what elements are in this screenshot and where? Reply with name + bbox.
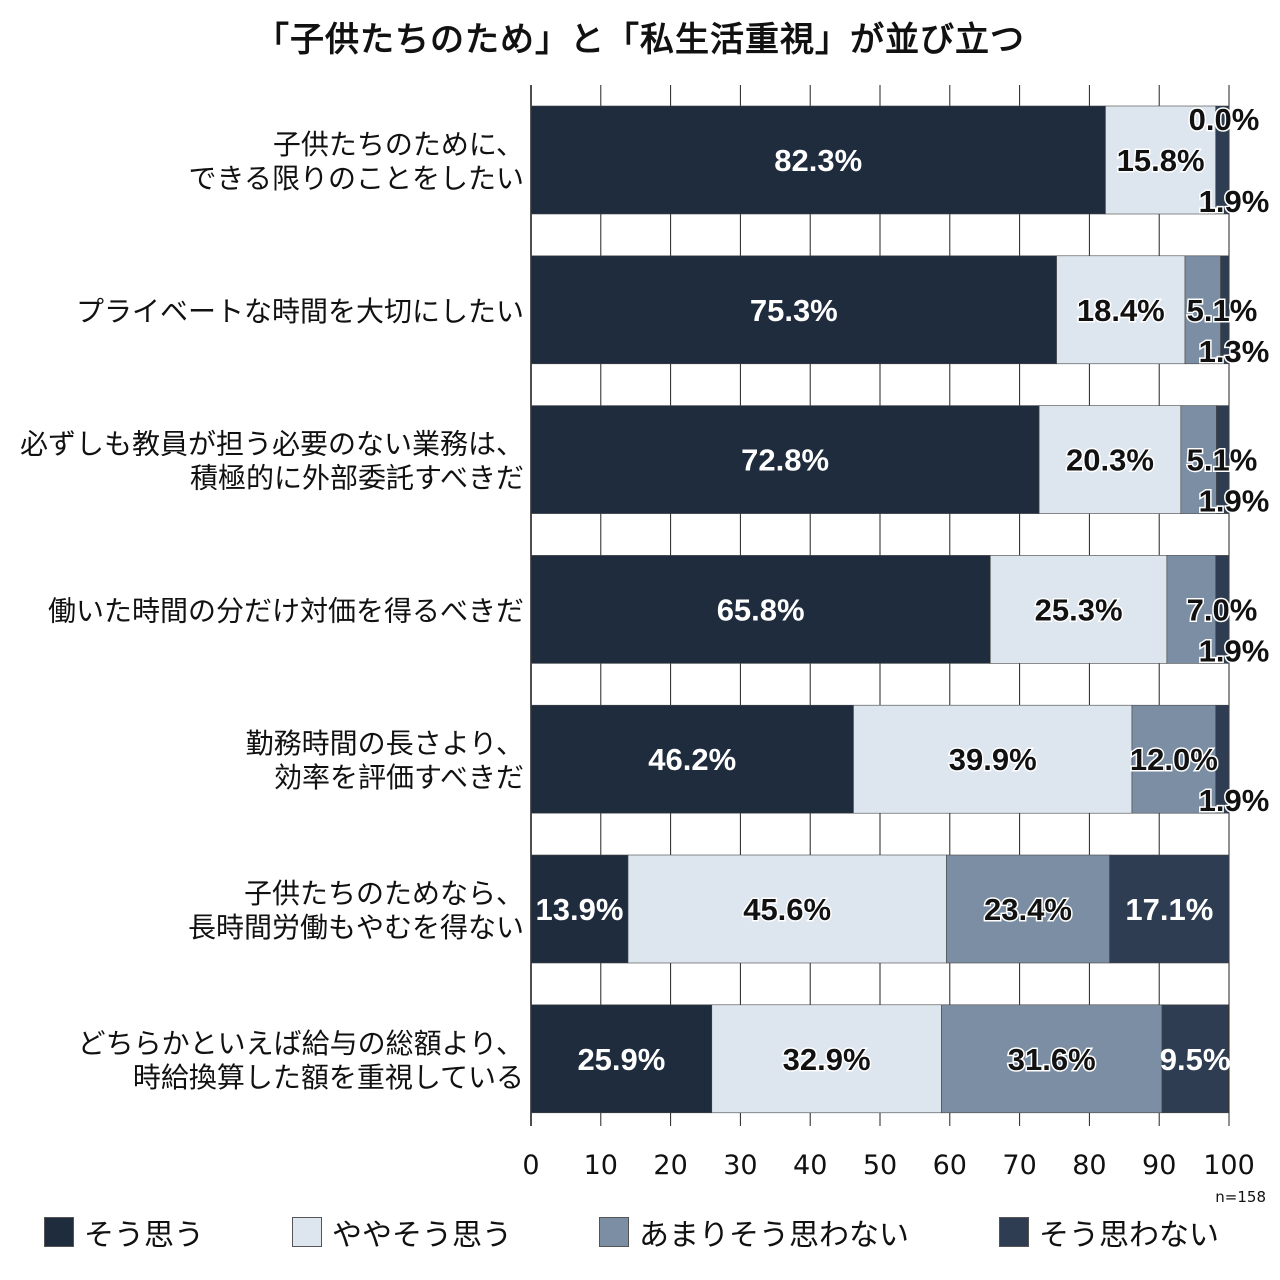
category-label: 長時間労働もやむを得ない — [188, 911, 524, 944]
category-label: 子供たちのために、 — [273, 128, 524, 161]
data-label: 0.0% — [1189, 102, 1260, 137]
data-label: 23.4% — [984, 892, 1072, 927]
legend-item: そう思う — [44, 1210, 204, 1254]
data-label: 15.8% — [1117, 143, 1205, 178]
bar-segment — [941, 1004, 1163, 1114]
data-label: 32.9% — [783, 1042, 871, 1077]
bar-segment — [530, 1004, 713, 1114]
bar-segment — [1166, 555, 1217, 664]
bar-segment — [627, 854, 947, 964]
legend-swatch — [44, 1217, 74, 1247]
data-labels: 82.3% 15.8% 0.0% 1.9% 75.3% 18.4% 5.1% 1.3% 72.8… — [536, 101, 1271, 1079]
data-label: 25.3% — [1035, 592, 1123, 627]
bar-segment — [1161, 1004, 1229, 1114]
data-label: 17.1% — [1125, 892, 1213, 927]
legend-label: そう思う — [84, 1218, 204, 1253]
data-label: 65.8% — [717, 592, 805, 627]
bar-segment — [1180, 405, 1217, 514]
bar-segment — [989, 555, 1168, 664]
data-label: 75.3% — [750, 293, 838, 328]
bar-segment — [530, 854, 629, 964]
x-tick-label: 30 — [723, 1150, 757, 1181]
data-label: 46.2% — [648, 742, 736, 777]
x-tick-label: 50 — [863, 1150, 897, 1181]
bar-segment — [853, 704, 1133, 814]
legend-item: そう思わない — [999, 1210, 1219, 1254]
bar-segment — [1056, 255, 1186, 365]
data-label: 82.3% — [774, 143, 862, 178]
category-label: 働いた時間の分だけ対価を得るべきだ — [48, 594, 524, 627]
x-axis-ticks: 0 10 20 30 40 50 60 70 80 90 100 — [522, 1150, 1254, 1181]
data-label: 25.9% — [577, 1042, 665, 1077]
bar-segment — [946, 854, 1110, 964]
data-label: 45.6% — [743, 892, 831, 927]
x-tick-label: 80 — [1072, 1150, 1106, 1181]
x-tick-label: 90 — [1142, 1150, 1176, 1181]
bar-segment — [1215, 105, 1230, 215]
category-label: 子供たちのためなら、 — [244, 877, 524, 910]
data-label: 1.9% — [1199, 484, 1270, 519]
data-label: 20.3% — [1066, 443, 1154, 478]
data-label: 7.0% — [1187, 592, 1258, 627]
category-label: どちらかといえば給与の総額より、 — [78, 1027, 524, 1060]
legend-item: ややそう思う — [292, 1210, 512, 1254]
category-labels: 子供たちのために、できる限りのことをしたいプライベートな時間を大切にしたい必ずし… — [20, 128, 524, 1094]
data-label: 1.9% — [1199, 184, 1270, 219]
legend-item: あまりそう思わない — [599, 1210, 909, 1254]
data-label: 12.0% — [1130, 742, 1218, 777]
category-label: 勤務時間の長さより、 — [246, 727, 524, 760]
x-tick-label: 100 — [1203, 1150, 1255, 1181]
data-label: 1.3% — [1199, 334, 1270, 369]
category-label: できる限りのことをしたい — [189, 162, 524, 195]
bar-segment — [530, 255, 1057, 365]
bars — [530, 105, 1230, 1114]
bar-segment — [1220, 255, 1230, 365]
bar-segment — [1215, 704, 1230, 814]
data-label: 31.6% — [1008, 1042, 1096, 1077]
legend-label: ややそう思う — [332, 1218, 512, 1253]
data-label: 1.9% — [1199, 783, 1270, 818]
bar-segment — [530, 704, 854, 814]
bar-segment — [1038, 405, 1182, 514]
data-label: 9.5% — [1160, 1042, 1231, 1077]
category-label: 必ずしも教員が担う必要のない業務は、 — [20, 428, 524, 461]
category-label: 時給換算した額を重視している — [133, 1061, 524, 1094]
bar-segment — [1215, 555, 1230, 664]
x-tick-label: 70 — [1002, 1150, 1036, 1181]
chart-title: 「子供たちのため」と「私生活重視」が並び立つ — [255, 20, 1025, 60]
data-label: 5.1% — [1187, 443, 1258, 478]
bar-segment — [1109, 854, 1230, 964]
data-label: 13.9% — [536, 892, 624, 927]
bar-segment — [1216, 405, 1230, 514]
data-label: 18.4% — [1077, 293, 1165, 328]
legend-label: あまりそう思わない — [639, 1218, 909, 1253]
x-tick-label: 20 — [653, 1150, 687, 1181]
x-tick-label: 10 — [584, 1150, 618, 1181]
bar-segment — [530, 105, 1106, 215]
data-label: 1.9% — [1199, 633, 1270, 668]
bar-segment — [711, 1004, 942, 1114]
legend-label: そう思わない — [1039, 1218, 1219, 1253]
x-tick-label: 40 — [793, 1150, 827, 1181]
bar-segment — [1131, 704, 1217, 814]
bar-segment — [530, 555, 991, 664]
data-label: 5.1% — [1187, 293, 1258, 328]
legend-swatch — [599, 1217, 629, 1247]
stacked-bar-chart: 82.3% 15.8% 0.0% 1.9% 75.3% 18.4% 5.1% 1.3% 72.8… — [20, 85, 1271, 1181]
x-tick-label: 60 — [933, 1150, 967, 1181]
legend: そう思う ややそう思う あまりそう思わない そう思わない — [44, 1210, 1280, 1260]
category-label: 積極的に外部委託すべきだ — [190, 462, 524, 495]
category-label: プライベートな時間を大切にしたい — [76, 295, 524, 328]
sample-size-note: n=158 — [1215, 1188, 1266, 1206]
legend-swatch — [292, 1217, 322, 1247]
data-label: 39.9% — [949, 742, 1037, 777]
data-label: 72.8% — [741, 443, 829, 478]
category-label: 効率を評価すべきだ — [274, 761, 524, 794]
bar-segment — [530, 405, 1040, 514]
x-tick-label: 0 — [522, 1150, 539, 1181]
legend-swatch — [999, 1217, 1029, 1247]
